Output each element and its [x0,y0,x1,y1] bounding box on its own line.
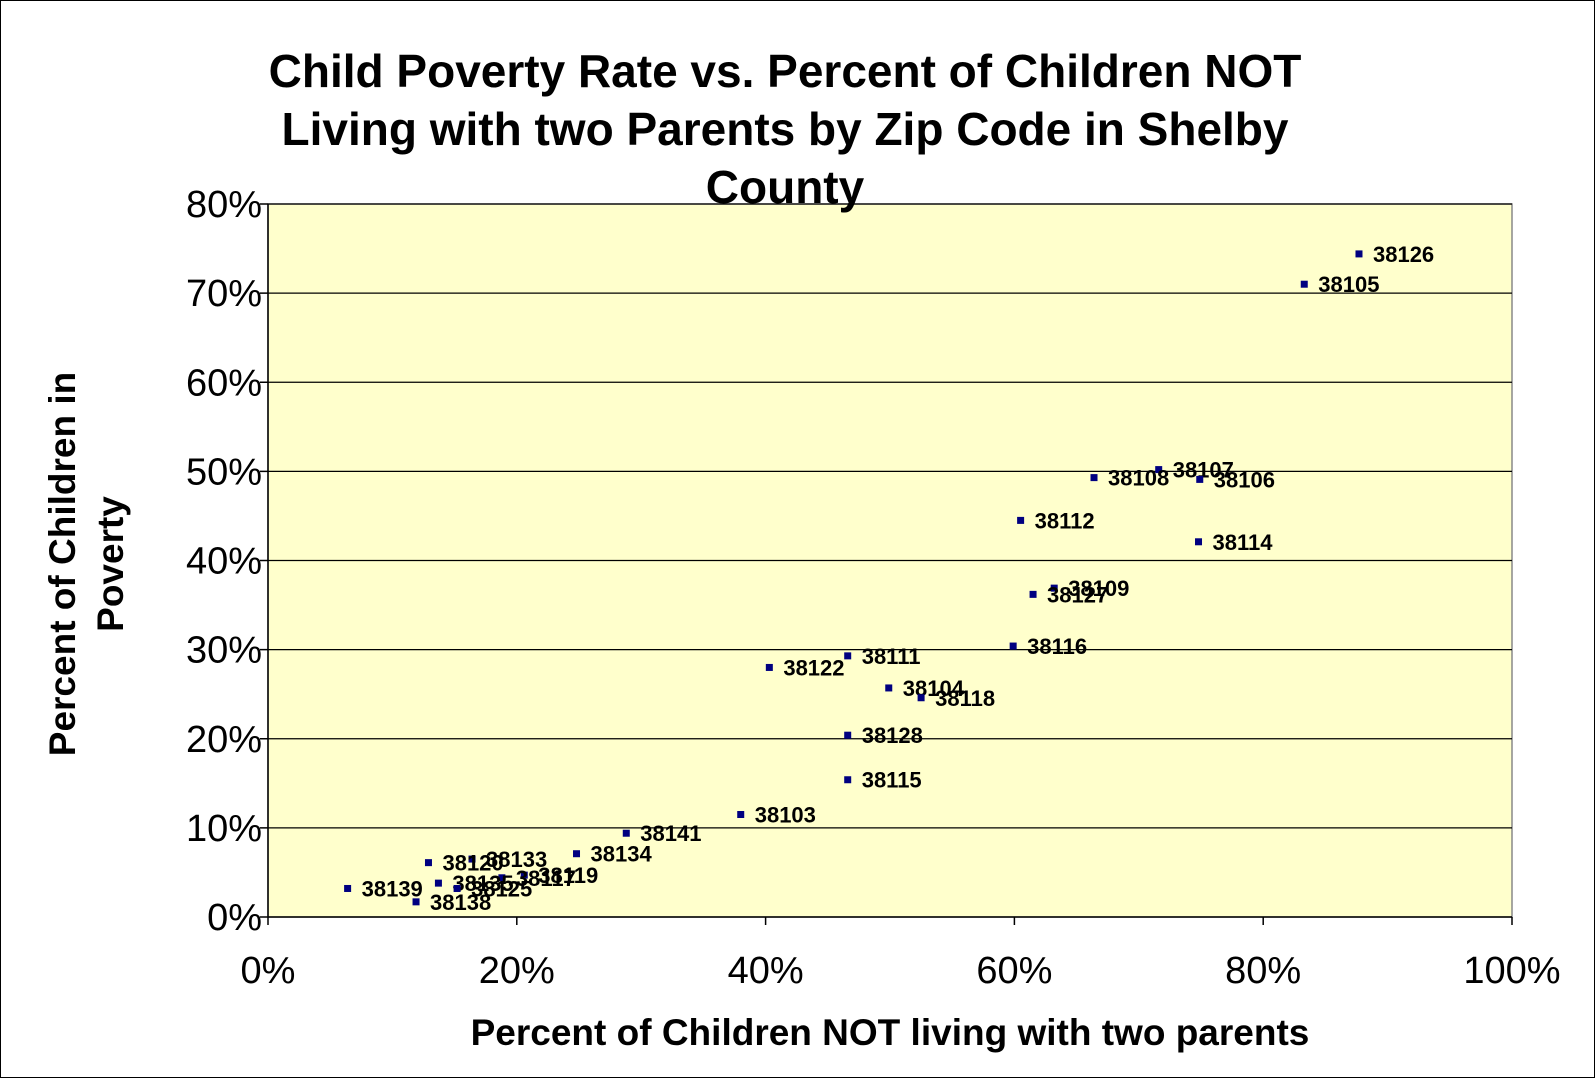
y-tick-label: 0% [207,897,262,939]
data-point [1355,250,1363,258]
data-point [453,884,461,892]
data-point-label: 38128 [862,723,923,748]
data-point [844,731,852,739]
data-point-label: 38118 [935,686,995,711]
data-point [1195,538,1203,546]
grid-lines [268,203,1512,829]
data-point [1050,584,1058,592]
data-point [1090,474,1098,482]
chart-title: Child Poverty Rate vs. Percent of Childr… [268,45,1302,213]
data-point-label: 38126 [1373,242,1434,267]
data-point [917,694,925,702]
x-tick-label: 0% [241,950,296,992]
data-point [844,652,852,660]
y-tick-label: 20% [186,719,262,761]
data-point [622,829,630,837]
data-point [520,871,528,879]
x-tick-label: 60% [976,950,1052,992]
data-point-label: 38106 [1214,467,1275,492]
data-point-label: 38104 [903,676,965,701]
data-point-label: 38111 [862,644,921,669]
data-point-label: 38120 [442,851,503,876]
data-point-label: 38125 [471,876,532,901]
data-point-label: 38138 [430,890,491,915]
data-point-label: 38108 [1108,466,1169,491]
y-axis-title-line: Poverty [90,496,131,632]
data-point-label: 38134 [591,842,653,867]
data-point-label: 38133 [486,847,547,872]
data-point [1029,590,1037,598]
data-point-label: 38115 [862,768,922,793]
y-tick-label: 40% [186,541,262,583]
data-point [737,811,745,819]
data-point [573,850,581,858]
data-point [1300,280,1308,288]
data-point-label: 38112 [1035,508,1095,533]
data-point [1017,516,1025,524]
y-tick-label: 80% [186,184,262,226]
data-point [424,859,432,867]
x-axis-title: Percent of Children NOT living with two … [471,1012,1310,1053]
axes [260,203,1513,925]
data-point-label: 38114 [1213,530,1274,555]
tick-labels: 0% 10% 20% 30% 40% 50% 60% 70% 80% 0% 20% 40% 60% 80%… [186,184,1561,992]
data-point-label: 38139 [362,876,423,901]
data-point [1155,466,1163,474]
data-point [765,663,773,671]
data-point [1009,642,1017,650]
data-point-label: 38103 [755,803,816,828]
data-point [885,684,893,692]
data-point [344,884,352,892]
data-point-label: 38116 [1027,634,1087,659]
data-point [498,874,506,882]
data-point-label: 38119 [538,863,598,888]
y-tick-label: 50% [186,451,262,493]
data-point-label: 38107 [1173,458,1234,483]
data-point [468,855,476,863]
data-point-label: 38127 [1047,582,1108,607]
data-point-label: 38109 [1068,576,1129,601]
y-tick-label: 60% [186,362,262,404]
y-tick-label: 30% [186,630,262,672]
data-point [1196,475,1204,483]
x-tick-label: 100% [1463,950,1560,992]
data-point-label: 38117 [516,866,576,891]
y-tick-label: 10% [186,808,262,850]
x-tick-label: 20% [479,950,555,992]
data-point [434,879,442,887]
data-point-label: 38141 [640,821,701,846]
x-tick-label: 80% [1225,950,1301,992]
data-point-label: 38105 [1318,272,1379,297]
data-point [844,776,852,784]
y-tick-label: 70% [186,273,262,315]
y-axis-title: Percent of Children in Poverty [42,372,131,756]
axis-titles: Percent of Children NOT living with two … [42,372,1309,1053]
data-point-label: 38135 [452,871,513,896]
x-tick-label: 40% [728,950,804,992]
y-axis-title-line: Percent of Children in [42,372,83,756]
data-point [412,898,420,906]
data-point-label: 38122 [783,655,844,680]
